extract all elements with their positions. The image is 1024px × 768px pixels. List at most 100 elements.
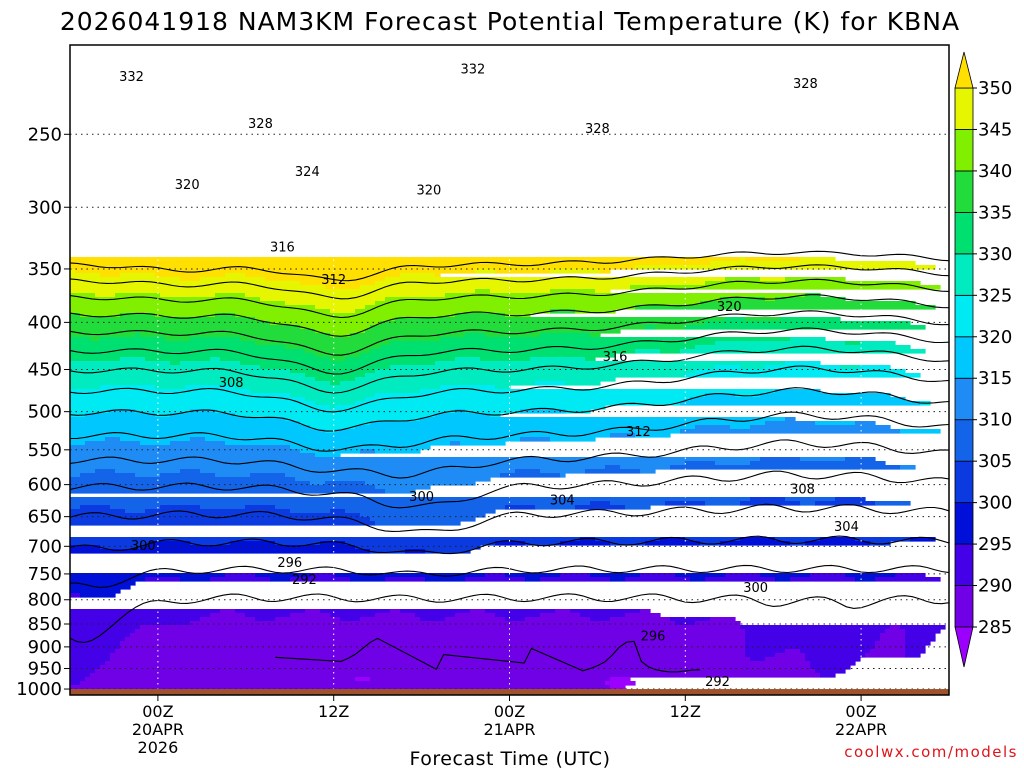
band-cell [100, 665, 811, 670]
band-cell [70, 417, 286, 422]
band-cell [375, 521, 461, 526]
band-cell [845, 457, 876, 462]
band-cell [190, 621, 676, 626]
band-cell [595, 289, 611, 294]
band-cell [190, 337, 241, 342]
band-cell [460, 441, 506, 446]
band-cell [660, 349, 681, 354]
band-cell [340, 617, 361, 622]
color-bands [70, 257, 946, 690]
band-cell [800, 257, 836, 262]
band-cell [870, 649, 906, 654]
band-cell [885, 629, 906, 634]
contour-label: 312 [626, 425, 651, 440]
contour-labels: 332 328 332 332 328 328 324 320 320 316 312 320 316 3… [119, 45, 859, 690]
band-cell [315, 377, 356, 382]
band-cell [455, 313, 506, 318]
band-cell [190, 541, 231, 546]
band-cell [70, 293, 96, 298]
band-cell [120, 273, 156, 278]
band-cell [705, 321, 911, 326]
band-cell [330, 309, 356, 314]
band-cell [550, 437, 596, 442]
band-cell [70, 641, 121, 646]
band-cell [80, 593, 116, 598]
band-cell [840, 365, 861, 370]
band-cell [70, 309, 331, 314]
band-cell [85, 677, 356, 682]
band-cell [375, 301, 701, 306]
band-cell [710, 261, 916, 266]
band-cell [475, 269, 496, 274]
band-cell [70, 497, 751, 502]
band-cell [310, 573, 336, 578]
band-cell [160, 505, 201, 510]
band-cell [140, 333, 331, 338]
band-cell [690, 577, 706, 582]
band-cell [495, 541, 526, 546]
band-cell [355, 677, 371, 682]
x-tick-label: 22APR [835, 720, 887, 739]
credit-text: coolwx.com/models [844, 743, 1018, 761]
x-tick-label: 21APR [483, 720, 535, 739]
band-cell [765, 657, 806, 662]
band-cell [290, 577, 351, 582]
colorbar-segment [954, 502, 974, 545]
band-cell [110, 409, 136, 414]
band-cell [905, 645, 926, 650]
contour-label: 324 [295, 165, 320, 180]
band-cell [140, 625, 741, 630]
colorbar-segment [954, 253, 974, 296]
band-cell [375, 369, 696, 374]
band-cell [465, 577, 526, 582]
band-cell [380, 321, 706, 326]
band-cell [365, 481, 476, 486]
band-cell [745, 641, 876, 646]
band-cell [610, 685, 626, 690]
band-cell [845, 341, 861, 346]
isentrope-328 [70, 345, 949, 394]
band-cell [765, 421, 816, 426]
band-cell [355, 377, 616, 382]
band-cell [750, 657, 766, 662]
band-cell [745, 629, 886, 634]
band-cell [855, 537, 911, 542]
band-cell [610, 541, 646, 546]
band-cell [815, 501, 876, 506]
colorbar-tick-label: 330 [978, 244, 1012, 265]
band-cell [225, 573, 256, 578]
colorbar-segment [954, 294, 974, 338]
colorbar-tick-label: 300 [978, 493, 1012, 514]
band-cell [70, 269, 76, 274]
band-cell [155, 273, 226, 278]
band-cell [900, 625, 946, 630]
band-cell [710, 617, 736, 622]
band-cell [230, 541, 276, 546]
band-cell [70, 325, 301, 330]
band-cell [895, 573, 926, 578]
band-cell [160, 293, 216, 298]
band-cell [635, 305, 936, 310]
band-cell [250, 473, 286, 478]
band-cell [320, 609, 391, 614]
band-cell [725, 317, 746, 322]
band-cell [535, 505, 576, 510]
band-cell [820, 537, 856, 542]
contour-label: 332 [119, 70, 144, 85]
band-cell [440, 337, 791, 342]
band-cell [165, 337, 191, 342]
band-cell [70, 501, 591, 506]
y-tick-label: 650 [28, 507, 62, 528]
band-cell [80, 313, 121, 318]
band-cell [680, 401, 921, 406]
band-cell [745, 653, 776, 658]
band-cell [745, 649, 786, 654]
band-cell [70, 465, 606, 470]
band-cell [605, 465, 621, 470]
band-cell [475, 289, 491, 294]
band-cell [390, 341, 716, 346]
band-cell [560, 473, 566, 478]
band-cell [335, 405, 606, 410]
